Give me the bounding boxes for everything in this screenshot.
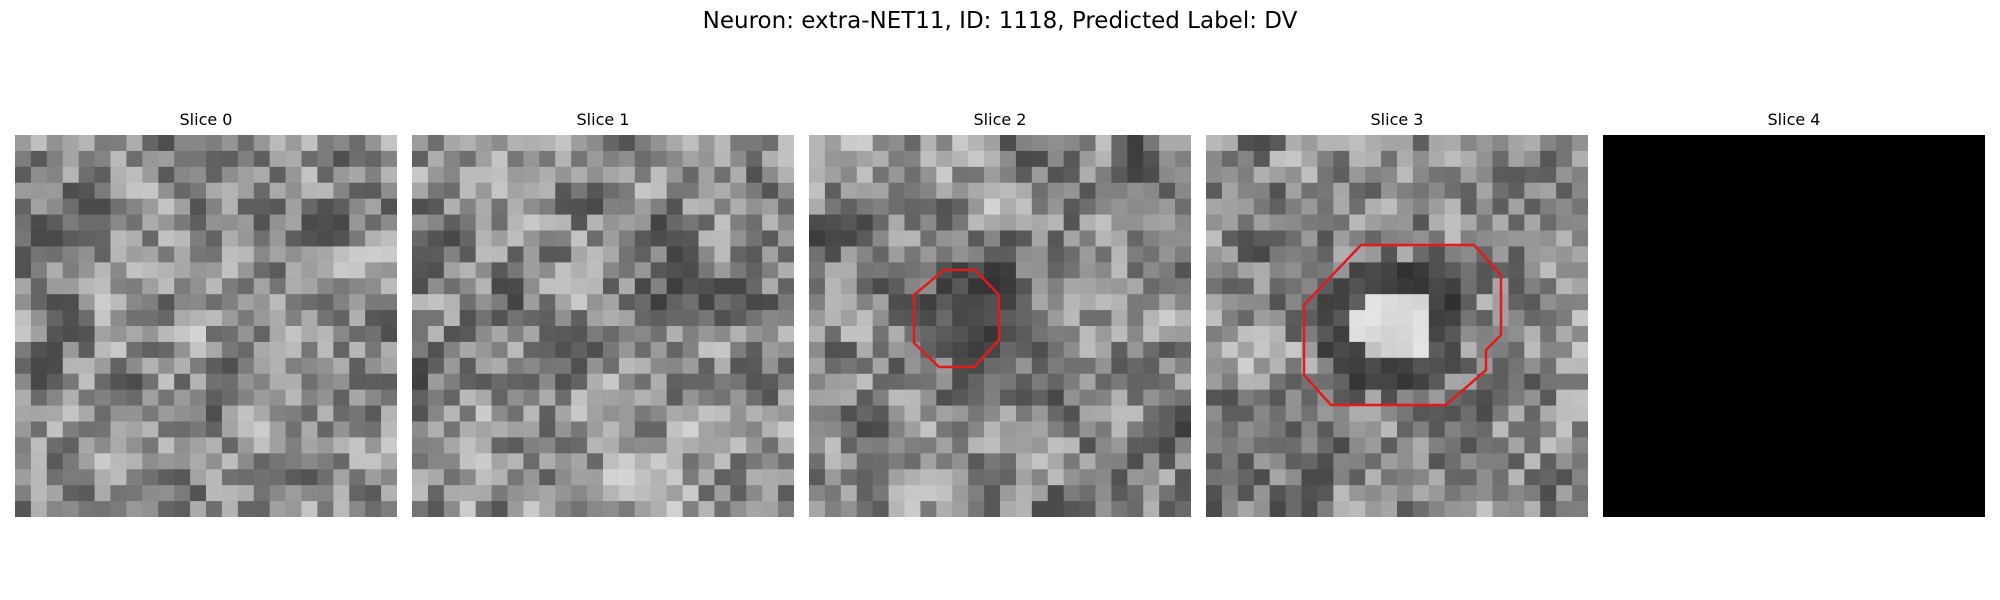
- slice-3-title: Slice 3: [1370, 110, 1424, 129]
- slice-0-image: [15, 135, 397, 517]
- slice-2-image: [809, 135, 1191, 517]
- slice-4-title: Slice 4: [1767, 110, 1821, 129]
- slice-2-title: Slice 2: [973, 110, 1027, 129]
- slice-3-image: [1206, 135, 1588, 517]
- slice-4-image: [1603, 135, 1985, 517]
- slice-3-roi-contour: [1302, 243, 1503, 407]
- slice-0-title: Slice 0: [179, 110, 233, 129]
- slice-2-roi-contour: [912, 268, 1001, 369]
- figure-title: Neuron: extra-NET11, ID: 1118, Predicted…: [702, 8, 1298, 34]
- slice-1-image: [412, 135, 794, 517]
- slice-1-title: Slice 1: [576, 110, 630, 129]
